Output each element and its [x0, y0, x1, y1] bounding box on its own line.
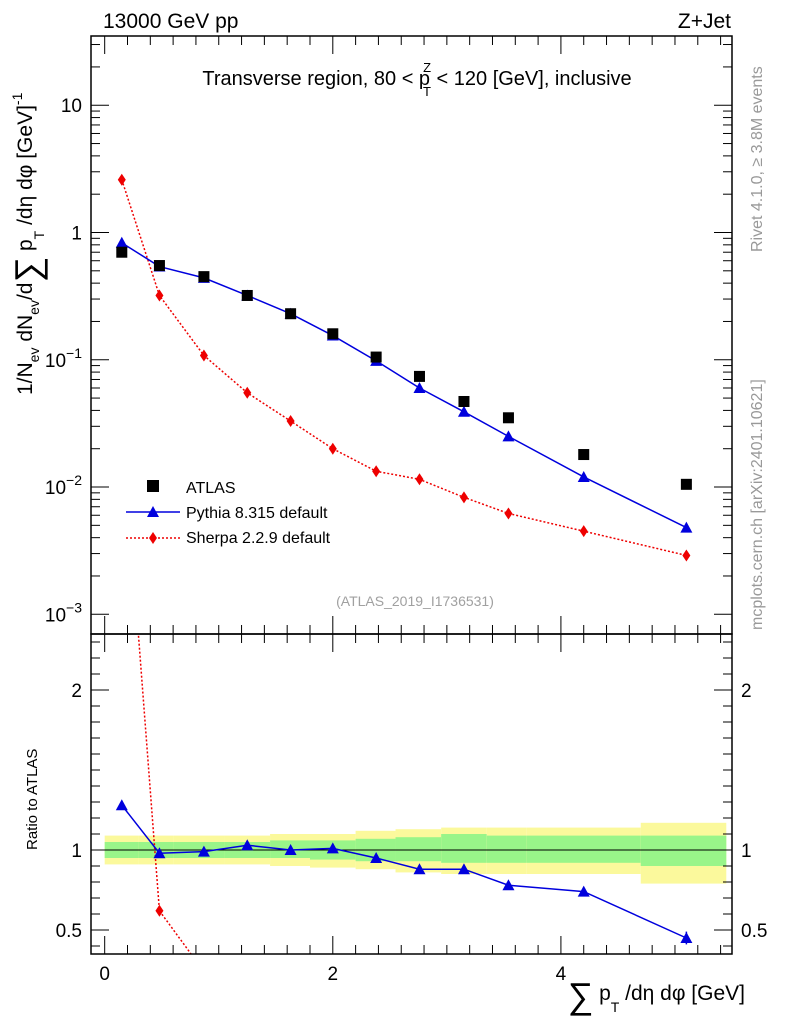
x-tick-label: 2: [328, 964, 339, 985]
top-axes: 10 1 10−1 10−2 10−3: [45, 36, 732, 634]
sherpa-point: [504, 507, 513, 520]
pythia-point: [502, 430, 515, 442]
uncertainty-band-inner: [526, 835, 641, 863]
uncertainty-band-inner: [441, 834, 487, 863]
atlas-point: [198, 271, 210, 283]
atlas-point: [413, 370, 425, 382]
sherpa-point: [117, 173, 126, 186]
header-right: Z+Jet: [678, 10, 731, 33]
y-tick-label: 10−1: [45, 345, 82, 372]
sherpa-point: [579, 525, 588, 538]
x-tick-label: 4: [556, 964, 567, 985]
atlas-point: [502, 412, 514, 424]
atlas-point: [680, 478, 692, 490]
sherpa-point: [372, 465, 381, 478]
atlas-point: [578, 449, 590, 461]
sherpa-ratio-point: [118, 410, 126, 422]
pythia-point: [413, 381, 426, 393]
y-tick-label: 10−3: [45, 599, 82, 626]
sherpa-point: [415, 473, 424, 486]
legend-label-pythia: Pythia 8.315 default: [186, 505, 328, 522]
atlas-point: [153, 260, 165, 272]
ratio-y-tick-label-right: 1: [741, 841, 752, 862]
rivet-label: Rivet 4.1.0, ≥ 3.8M events: [749, 66, 766, 252]
sherpa-point: [328, 442, 337, 455]
legend-label-sherpa: Sherpa 2.2.9 default: [186, 530, 331, 547]
pythia-point: [115, 236, 128, 248]
pythia-ratio-point: [502, 879, 515, 891]
sherpa-point: [243, 386, 252, 399]
pythia-point: [680, 521, 693, 533]
atlas-point: [116, 246, 128, 258]
ratio-y-tick-label-left: 2: [71, 681, 82, 702]
pythia-point: [577, 470, 590, 482]
y-tick-label: 10−2: [45, 472, 82, 499]
uncertainty-band-inner: [486, 835, 527, 863]
legend-marker-sherpa: [149, 532, 157, 544]
sherpa-point: [682, 549, 691, 562]
top-data-layer: [115, 173, 693, 562]
ratio-y-tick-label-right: 2: [741, 681, 752, 702]
uncertainty-band-inner: [640, 835, 727, 866]
pythia-line: [121, 242, 687, 529]
svg-text:1/Nev dNev/d∑ pT /dη dφ [GeV]: 1/Nev dNev/d∑ pT /dη dφ [GeV]-1: [7, 92, 48, 395]
sherpa-ratio-point: [155, 904, 164, 917]
mcplots-label: mcplots.cern.ch [arXiv:2401.10621]: [749, 379, 766, 630]
ratio-y-label: Ratio to ATLAS: [24, 749, 41, 850]
pythia-ratio-point: [680, 932, 693, 943]
pythia-ratio-line: [121, 804, 687, 939]
pythia-point: [457, 405, 470, 417]
sherpa-line: [121, 179, 687, 557]
legend: ATLAS Pythia 8.315 default Sherpa 2.2.9 …: [126, 480, 331, 547]
ratio-y-tick-label-left: 1: [71, 841, 82, 862]
sherpa-ratio-point: [200, 966, 208, 978]
ratio-data-layer: [91, 410, 732, 978]
pythia-ratio-point: [197, 845, 210, 857]
pythia-ratio-point: [577, 885, 590, 897]
atlas-point: [285, 308, 297, 320]
x-tick-label: 0: [99, 964, 110, 985]
pythia-ratio-point: [413, 863, 426, 875]
pythia-ratio-point: [326, 842, 339, 854]
x-axis-label: ∑ pT /dη dφ [GeV]: [568, 975, 745, 1016]
legend-label-atlas: ATLAS: [186, 480, 236, 497]
top-y-label: 1/Nev dNev/d∑ pT /dη dφ [GeV]-1: [7, 92, 48, 395]
top-panel: 10 1 10−1 10−2 10−3 Transverse region, 80 < …: [7, 35, 733, 635]
pythia-ratio-point: [153, 847, 166, 859]
atlas-point: [370, 351, 382, 363]
pythia-ratio-point: [370, 852, 383, 863]
ratio-panel: 2 2 1 1 0.5 0.5 0 2 4 Ratio to ATLAS: [24, 410, 767, 985]
ratio-frame: [90, 633, 733, 955]
atlas-point: [241, 289, 253, 301]
legend-marker-atlas: [147, 480, 159, 492]
sherpa-point: [155, 289, 164, 302]
ratio-y-tick-label-left: 0.5: [56, 921, 82, 942]
analysis-watermark: (ATLAS_2019_I1736531): [336, 593, 494, 609]
y-tick-label: 10: [61, 96, 82, 117]
sherpa-point: [459, 491, 468, 504]
legend-marker-pythia: [147, 506, 159, 517]
header-left: 13000 GeV pp: [103, 10, 238, 33]
ratio-y-tick-label-right: 0.5: [741, 921, 767, 942]
ratio-axes: 2 2 1 1 0.5 0.5 0 2 4: [56, 634, 767, 985]
atlas-point: [458, 395, 470, 407]
y-tick-label: 1: [71, 224, 82, 245]
panel-title: Transverse region, 80 < pZ T < 120 [GeV],…: [202, 60, 631, 99]
pythia-ratio-point: [115, 799, 128, 811]
uncertainty-band-inner: [395, 837, 442, 862]
pythia-ratio-point: [241, 839, 254, 851]
pythia-ratio-point: [457, 863, 470, 875]
sherpa-point: [199, 349, 208, 362]
atlas-point: [327, 328, 339, 340]
sherpa-ratio-line: [137, 634, 192, 954]
sherpa-point: [286, 415, 295, 428]
pythia-ratio-point: [284, 844, 297, 855]
